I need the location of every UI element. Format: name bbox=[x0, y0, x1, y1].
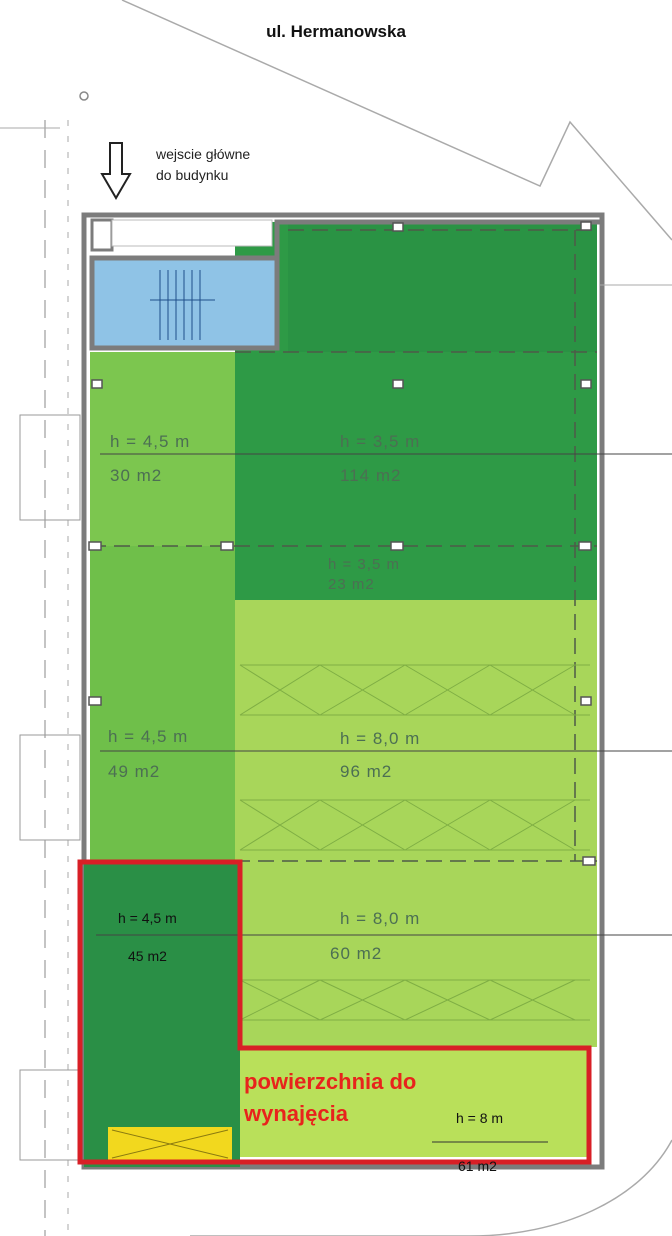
zone-e-area: 96 m2 bbox=[340, 762, 393, 781]
columns bbox=[88, 221, 596, 866]
zone-h-fill bbox=[240, 1047, 587, 1157]
zone-b-height: h = 3,5 m bbox=[340, 432, 421, 451]
external-stairs bbox=[19, 414, 81, 1161]
zone-c-height: h = 3,5 m bbox=[328, 556, 400, 573]
rental-label-line2: wynajęcia bbox=[244, 1101, 348, 1126]
zone-f-height: h = 4,5 m bbox=[118, 910, 177, 926]
zone-h-height: h = 8 m bbox=[456, 1110, 504, 1126]
entrance-label: wejscie główne do budynku bbox=[156, 144, 250, 186]
zone-d-fill bbox=[90, 546, 235, 861]
zone-a-fill bbox=[90, 352, 235, 546]
zone-g-fill bbox=[240, 861, 597, 1047]
site-boundary bbox=[190, 1139, 672, 1236]
rental-label-line1: powierzchnia do bbox=[244, 1069, 417, 1094]
zone-b-area: 114 m2 bbox=[340, 466, 402, 485]
zone-g-area: 60 m2 bbox=[330, 944, 383, 963]
entrance-label-line1: wejscie główne bbox=[156, 146, 251, 162]
zone-f-area: 45 m2 bbox=[128, 948, 167, 964]
zone-c-fill bbox=[235, 546, 597, 600]
rental-label: powierzchnia do wynajęcia bbox=[244, 1066, 416, 1130]
rental-outline[interactable] bbox=[77, 859, 592, 1165]
zone-e-height: h = 8,0 m bbox=[340, 729, 421, 748]
cross-bracing bbox=[239, 664, 590, 1021]
zone-g-height: h = 8,0 m bbox=[340, 909, 421, 928]
zone-b-upper-fill bbox=[288, 222, 597, 352]
entrance-arrow-icon bbox=[100, 142, 132, 200]
zone-h-area: 61 m2 bbox=[458, 1158, 497, 1174]
zone-d-height: h = 4,5 m bbox=[108, 727, 189, 746]
zone-d-area: 49 m2 bbox=[108, 762, 161, 781]
zone-a-area: 30 m2 bbox=[110, 466, 163, 485]
entrance-label-line2: do budynku bbox=[156, 167, 229, 183]
interior-wall bbox=[274, 219, 600, 348]
zone-e-fill bbox=[235, 600, 597, 861]
street-name: ul. Hermanowska bbox=[266, 22, 406, 41]
zone-a-height: h = 4,5 m bbox=[110, 432, 191, 451]
stair-steps bbox=[150, 270, 215, 340]
street-line bbox=[121, 0, 672, 241]
zone-c-area: 23 m2 bbox=[328, 576, 375, 593]
zone-f-fill bbox=[84, 861, 240, 1167]
survey-marker bbox=[79, 91, 89, 101]
